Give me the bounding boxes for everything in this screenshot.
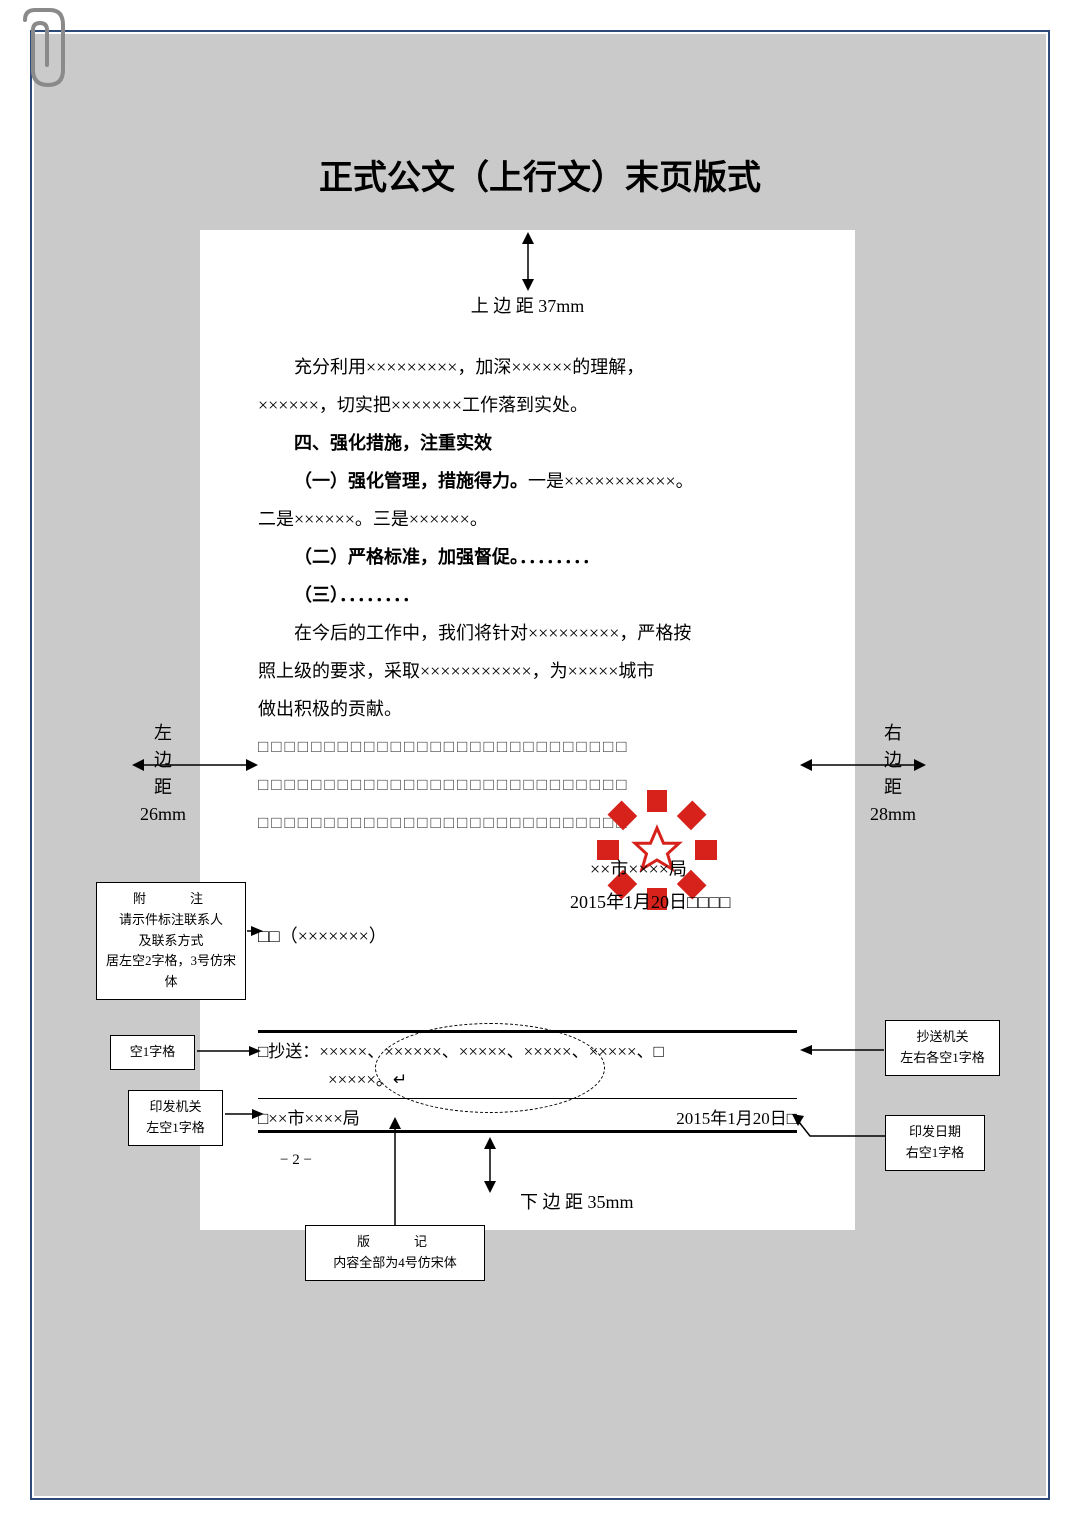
body-line-2: ××××××，切实把×××××××工作落到实处。 xyxy=(258,386,797,424)
body-line-1: 充分利用×××××××××，加深××××××的理解， xyxy=(258,348,797,386)
body-line-6: （三）．．．．．．．． xyxy=(258,576,797,614)
hr-bottom xyxy=(258,1130,797,1133)
page-number: − 2 − xyxy=(280,1152,312,1169)
document-page: 上 边 距 37mm 充分利用×××××××××，加深××××××的理解， ××… xyxy=(200,230,855,1230)
left-margin-label: 左 边 距 26mm xyxy=(140,720,186,828)
body-line-9: 做出积极的贡献。 xyxy=(258,690,797,728)
body-heading-1: 四、强化措施，注重实效 xyxy=(258,424,797,462)
note-date: 印发日期 右空1字格 xyxy=(885,1115,985,1171)
annotation-text: □□（×××××××） xyxy=(258,922,387,948)
body-line-7: 在今后的工作中，我们将针对×××××××××，严格按 xyxy=(258,614,797,652)
issuer-text: □××市××××局 xyxy=(258,1104,360,1129)
issue-date-text: 2015年1月20日□ xyxy=(676,1104,797,1129)
body-line-5: （二）严格标准，加强督促。．．．．．．．． xyxy=(258,538,797,576)
right-margin-label: 右 边 距 28mm xyxy=(870,720,916,828)
dashed-ellipse xyxy=(375,1023,605,1113)
body-line-8: 照上级的要求，采取×××××××××××，为×××××城市 xyxy=(258,652,797,690)
note-banner: 版 记 内容全部为4号仿宋体 xyxy=(305,1225,485,1281)
signature-org: ××市××××局 xyxy=(590,855,687,881)
page-title: 正式公文（上行文）末页版式 xyxy=(0,150,1080,199)
body-line-3: （一）强化管理，措施得力。一是×××××××××××。 xyxy=(258,462,797,500)
signature-date: 2015年1月20日□□□□ xyxy=(570,888,731,914)
note-space1: 空1字格 xyxy=(110,1035,195,1070)
body-line-4: 二是××××××。三是××××××。 xyxy=(258,500,797,538)
note-cc: 抄送机关 左右各空1字格 xyxy=(885,1020,1000,1076)
top-margin-label: 上 边 距 37mm xyxy=(200,292,855,318)
note-issuer: 印发机关 左空1字格 xyxy=(128,1090,223,1146)
paperclip-icon xyxy=(5,5,75,95)
bottom-margin-label: 下 边 距 35mm xyxy=(520,1188,634,1214)
body-boxes-1: □□□□□□□□□□□□□□□□□□□□□□□□□□□□ xyxy=(258,728,797,766)
note-annotation: 附 注 请示件标注联系人 及联系方式 居左空2字格，3号仿宋体 xyxy=(96,882,246,1000)
